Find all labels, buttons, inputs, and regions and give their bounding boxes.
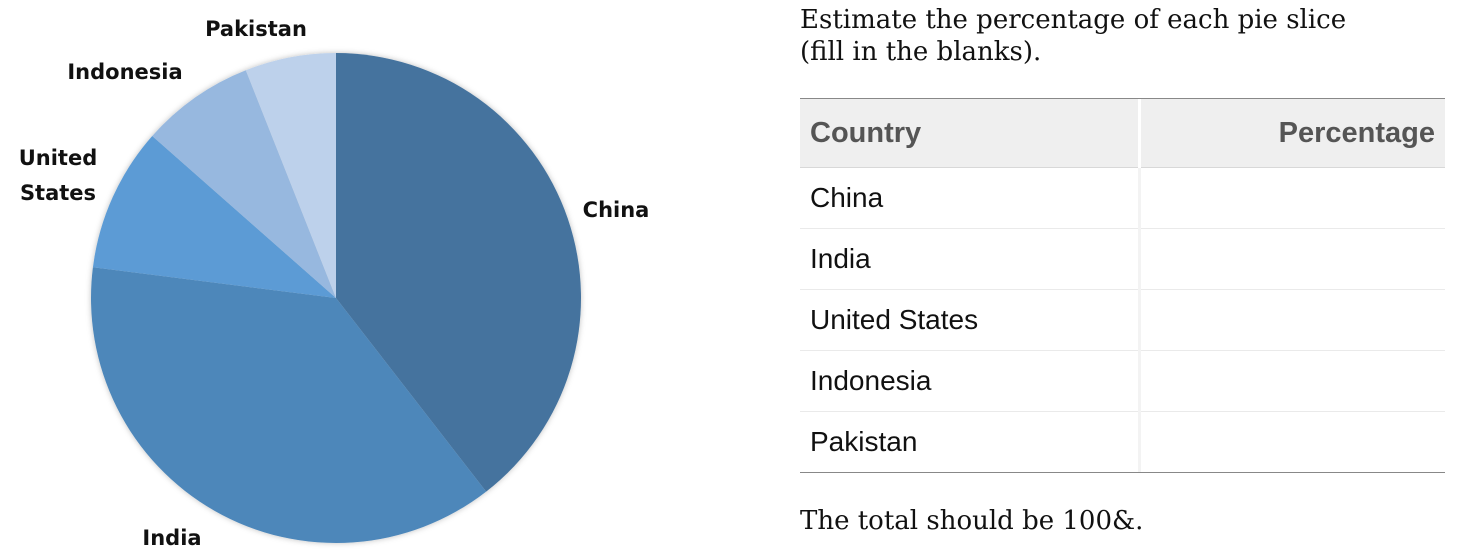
cell-percentage-blank[interactable]: [1139, 228, 1445, 290]
table-row: China: [800, 167, 1445, 229]
pie-chart: China India United States Indonesia Pakistan: [19, 17, 650, 550]
slice-label-indonesia: Indonesia: [67, 60, 182, 84]
cell-percentage-blank[interactable]: [1139, 350, 1445, 412]
pie-slice-united-states: [92, 135, 336, 298]
table-row: Indonesia: [800, 350, 1445, 412]
pie-slice-china: [336, 53, 581, 492]
pie-slice-indonesia: [152, 70, 336, 298]
slice-label-india: India: [142, 526, 201, 550]
instructions-line-2: (fill in the blanks).: [800, 37, 1042, 67]
cell-country: China: [800, 167, 1141, 229]
table-header-row: Country Percentage: [800, 99, 1445, 168]
table-row: Pakistan: [800, 411, 1446, 473]
slice-label-pakistan: Pakistan: [205, 17, 307, 41]
pie-slice-pakistan: [245, 53, 336, 298]
cell-percentage-blank[interactable]: [1139, 289, 1445, 351]
instructions: Estimate the percentage of each pie slic…: [800, 4, 1440, 68]
pie-slice-india: [90, 267, 487, 543]
table-row: India: [800, 228, 1445, 290]
footer-note: The total should be 100&.: [800, 506, 1144, 536]
cell-percentage-blank[interactable]: [1139, 167, 1445, 229]
slice-label-china: China: [583, 198, 650, 222]
slice-label-united-states: United States: [19, 146, 98, 205]
cell-country: Pakistan: [800, 411, 1141, 472]
cell-percentage-blank[interactable]: [1140, 412, 1446, 473]
table-row: United States: [800, 289, 1445, 351]
cell-country: United States: [800, 289, 1141, 351]
percentage-table: Country Percentage China India United St…: [800, 98, 1445, 473]
column-header-country: Country: [800, 99, 1141, 168]
cell-country: Indonesia: [800, 350, 1141, 412]
cell-country: India: [800, 228, 1141, 290]
column-header-percentage: Percentage: [1139, 99, 1445, 168]
instructions-line-1: Estimate the percentage of each pie slic…: [800, 5, 1347, 35]
